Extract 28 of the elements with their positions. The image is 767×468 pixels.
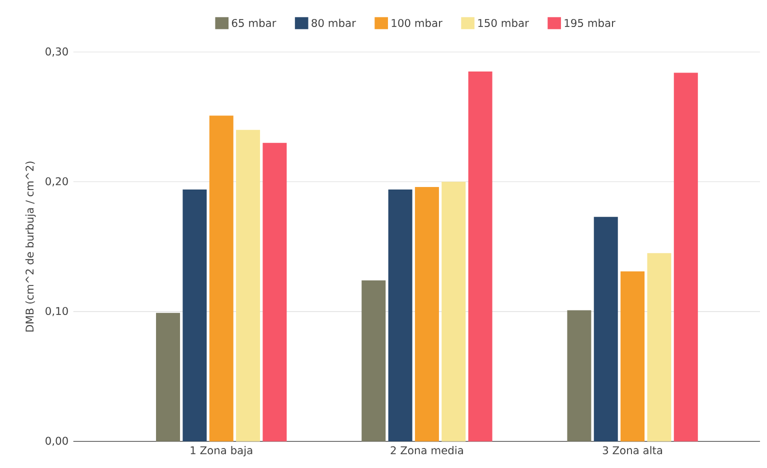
bar <box>182 190 207 442</box>
bar <box>388 190 412 442</box>
bar <box>262 142 287 442</box>
x-tick-label: 3 Zona alta <box>602 446 662 454</box>
legend-label: 80 mbar <box>312 18 356 28</box>
bar <box>567 310 592 442</box>
legend-label: 150 mbar <box>478 18 529 28</box>
bar <box>468 71 492 442</box>
bar <box>674 72 698 442</box>
bar <box>362 280 386 442</box>
x-tick-label: 1 Zona baja <box>190 446 252 456</box>
bar <box>442 182 466 442</box>
y-tick-label: 0,20 <box>46 177 68 186</box>
bar <box>156 312 180 442</box>
y-tick-label: 0,00 <box>46 436 68 446</box>
bar <box>414 186 439 442</box>
legend-label: 195 mbar <box>564 18 616 28</box>
bar <box>620 271 645 442</box>
legend-label: 65 mbar <box>232 18 276 28</box>
y-tick-label: 0,10 <box>46 306 68 316</box>
legend-label: 100 mbar <box>392 18 442 28</box>
x-tick-label: 2 Zona media <box>390 446 463 454</box>
bar <box>209 116 234 442</box>
y-tick-label: 0,30 <box>46 47 68 57</box>
bar <box>647 253 672 442</box>
bar <box>594 216 618 442</box>
y-axis-title: DMB (cm^2 de burbuja / cm^2) <box>25 162 36 332</box>
bar <box>236 130 260 442</box>
